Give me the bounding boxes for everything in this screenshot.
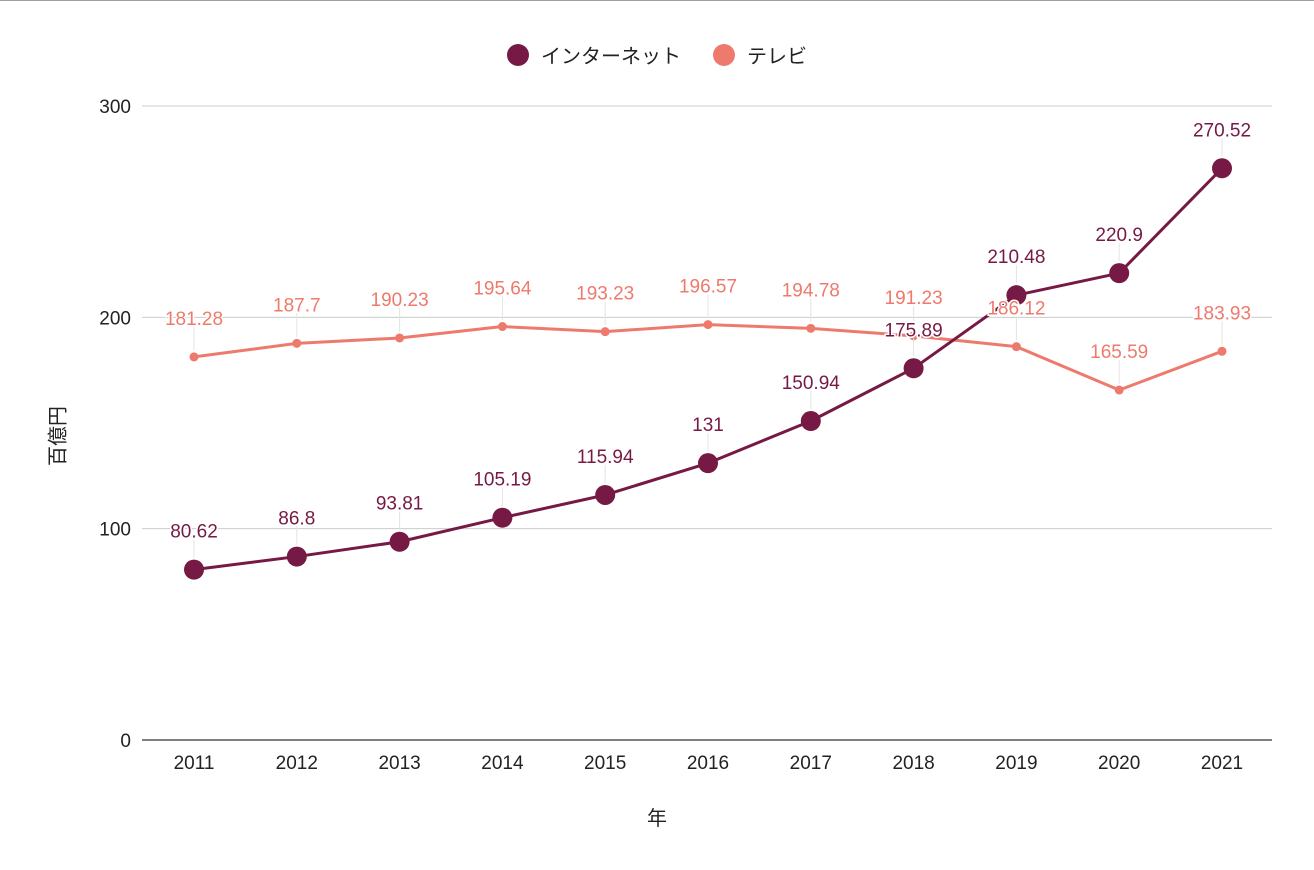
y-tick-label: 300 [99, 97, 131, 118]
x-tick-label: 2013 [378, 753, 420, 774]
data-label-tv: 194.78 [782, 280, 840, 301]
data-label-tv: 195.64 [473, 279, 532, 300]
x-tick-label: 2020 [1098, 753, 1140, 774]
data-point-tv [909, 331, 919, 341]
legend-item-internet: インターネット [507, 40, 681, 69]
data-label-internet: 115.94 [577, 447, 634, 468]
data-point-tv [1114, 385, 1124, 395]
data-label-internet: 86.8 [278, 509, 315, 530]
data-point-internet [492, 507, 513, 528]
legend-marker-tv [713, 43, 735, 66]
x-tick-label: 2018 [892, 753, 934, 774]
data-label-internet: 105.19 [473, 470, 531, 491]
data-label-internet: 80.62 [170, 522, 218, 543]
data-point-internet [595, 484, 616, 505]
y-tick-label: 200 [99, 308, 131, 329]
data-label-tv: 183.93 [1193, 303, 1251, 324]
series-line-tv [193, 323, 1223, 392]
data-point-internet [800, 411, 821, 432]
legend-item-tv: テレビ [713, 40, 807, 69]
data-label-tv: 187.7 [273, 295, 321, 316]
y-tick-label: 100 [99, 520, 131, 541]
x-tick-label: 2016 [687, 753, 729, 774]
legend-marker-internet [507, 43, 529, 66]
data-point-internet [1212, 158, 1232, 179]
data-label-internet: 150.94 [782, 373, 841, 394]
x-tick-label: 2021 [1201, 753, 1243, 774]
data-point-tv [395, 333, 405, 343]
data-point-internet [1109, 263, 1130, 284]
data-label-internet: 175.89 [885, 320, 943, 341]
data-label-internet: 270.52 [1193, 120, 1251, 141]
data-point-tv [806, 323, 816, 333]
data-point-tv [497, 322, 507, 332]
x-tick-label: 2014 [481, 753, 524, 774]
data-point-tv [1011, 342, 1021, 352]
data-label-tv: 193.23 [576, 284, 634, 305]
data-label-internet: 210.48 [987, 247, 1045, 268]
x-tick-label: 2019 [995, 753, 1037, 774]
data-point-internet [286, 546, 307, 567]
data-point-internet [1006, 285, 1027, 306]
x-tick-label: 2017 [790, 753, 832, 774]
legend-label-tv: テレビ [747, 46, 807, 68]
y-tick-label: 0 [120, 731, 131, 752]
data-label-internet: 93.81 [376, 494, 424, 515]
legend: インターネット テレビ [0, 40, 1314, 69]
x-axis-title: 年 [647, 808, 667, 830]
data-point-internet [698, 453, 718, 474]
data-point-tv [292, 338, 302, 348]
data-label-tv: 196.57 [679, 277, 737, 298]
data-point-internet [903, 358, 924, 379]
data-point-tv [600, 327, 610, 337]
data-point-tv [703, 320, 713, 330]
data-label-tv: 191.23 [885, 288, 943, 309]
x-tick-label: 2012 [276, 753, 318, 774]
top-border [0, 0, 1314, 1]
data-point-tv [1217, 346, 1227, 356]
data-point-internet [389, 531, 410, 552]
x-tick-label: 2015 [584, 753, 626, 774]
data-label-tv: 181.28 [165, 309, 223, 330]
data-label-internet: 131 [692, 415, 724, 436]
data-label-tv: 165.59 [1090, 342, 1148, 363]
data-label-internet: 220.9 [1095, 225, 1143, 246]
x-tick-label: 2011 [174, 753, 215, 774]
legend-label-internet: インターネット [541, 46, 681, 68]
data-label-tv: 190.23 [371, 290, 429, 311]
data-point-tv [189, 352, 199, 362]
data-point-internet [184, 559, 204, 580]
data-label-tv: 186.12 [987, 299, 1045, 320]
